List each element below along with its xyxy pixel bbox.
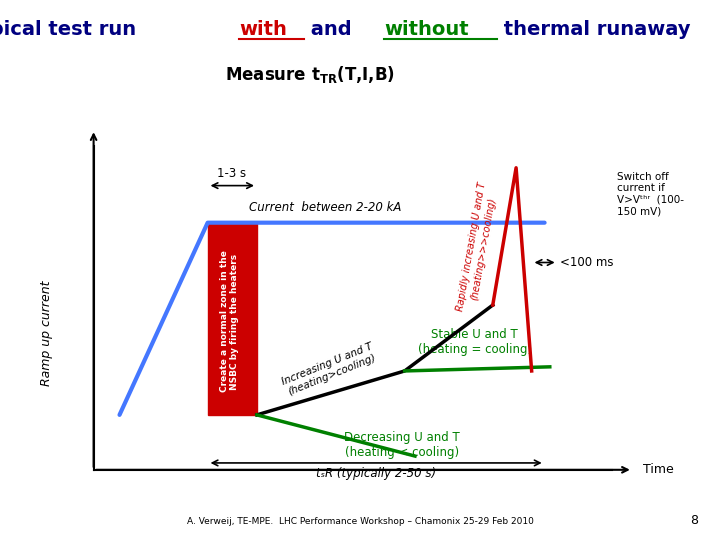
Text: Create a normal zone in the
NSBC by firing the heaters: Create a normal zone in the NSBC by firi… <box>220 251 239 393</box>
Text: A. Verweij, TE-MPE.  LHC Performance Workshop – Chamonix 25-29 Feb 2010: A. Verweij, TE-MPE. LHC Performance Work… <box>186 517 534 526</box>
Bar <box>207 222 257 415</box>
Text: Increasing U and T
(heating>cooling): Increasing U and T (heating>cooling) <box>280 341 379 398</box>
Text: Decreasing U and T
(heating < cooling): Decreasing U and T (heating < cooling) <box>344 431 460 460</box>
Text: Switch off
current if
V>Vᵗʰʳ  (100-
150 mV): Switch off current if V>Vᵗʰʳ (100- 150 m… <box>617 172 684 217</box>
Text: Current  between 2-20 kA: Current between 2-20 kA <box>249 201 402 214</box>
Text: and: and <box>304 20 358 39</box>
Text: 8: 8 <box>690 514 698 526</box>
Text: Typical test run: Typical test run <box>0 20 143 39</box>
Text: thermal runaway: thermal runaway <box>497 20 690 39</box>
Text: tₛR (typically 2-50 s): tₛR (typically 2-50 s) <box>316 467 436 480</box>
Text: Ramp up current: Ramp up current <box>40 281 53 387</box>
Text: Time: Time <box>643 463 674 476</box>
Text: <100 ms: <100 ms <box>560 256 613 269</box>
Text: CERN: CERN <box>30 19 56 28</box>
Text: without: without <box>384 20 469 39</box>
Text: Rapidly increasing U and T
(heating>>>cooling): Rapidly increasing U and T (heating>>>co… <box>455 181 499 314</box>
Text: with: with <box>239 20 287 39</box>
Text: Measure $\mathbf{t_{TR}}$(T,I,B): Measure $\mathbf{t_{TR}}$(T,I,B) <box>225 64 395 85</box>
Text: Stable U and T
(heating = cooling): Stable U and T (heating = cooling) <box>418 328 531 356</box>
Text: 1-3 s: 1-3 s <box>217 167 246 180</box>
